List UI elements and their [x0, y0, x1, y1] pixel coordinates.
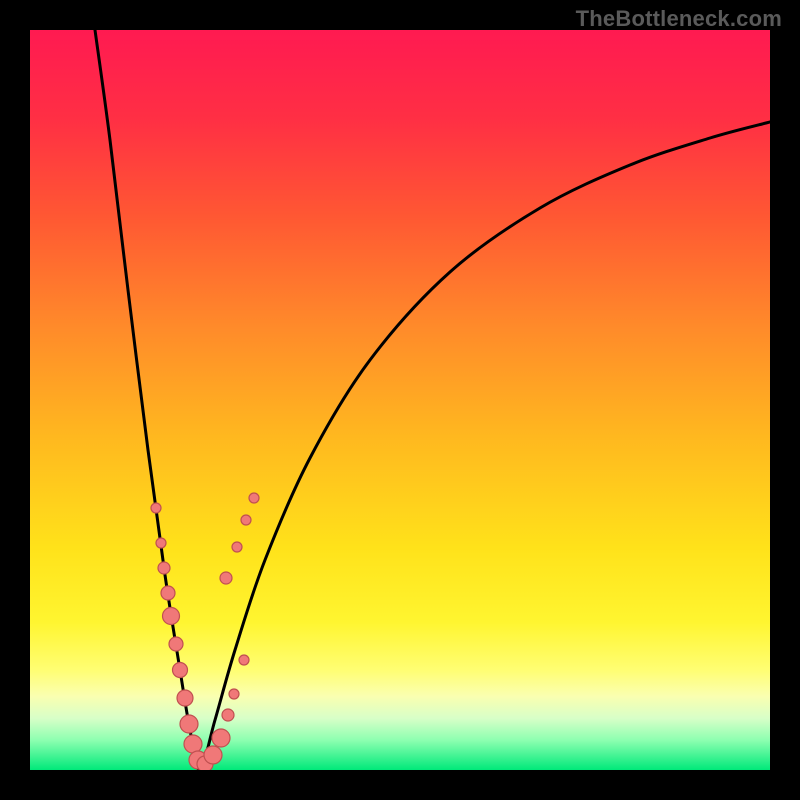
data-marker: [180, 715, 198, 733]
data-markers: [151, 493, 259, 770]
data-marker: [161, 586, 175, 600]
curve-layer: [30, 30, 770, 770]
data-marker: [229, 689, 239, 699]
data-marker: [184, 735, 202, 753]
data-marker: [220, 572, 232, 584]
data-marker: [212, 729, 230, 747]
plot-area: [30, 30, 770, 770]
data-marker: [249, 493, 259, 503]
watermark-text: TheBottleneck.com: [576, 6, 782, 32]
data-marker: [222, 709, 234, 721]
chart-frame: TheBottleneck.com: [0, 0, 800, 800]
data-marker: [204, 746, 222, 764]
data-marker: [163, 608, 180, 625]
data-marker: [156, 538, 166, 548]
data-marker: [241, 515, 251, 525]
data-marker: [232, 542, 242, 552]
data-marker: [158, 562, 170, 574]
data-marker: [169, 637, 183, 651]
data-marker: [151, 503, 161, 513]
data-marker: [177, 690, 193, 706]
bottleneck-curve: [95, 30, 770, 770]
data-marker: [239, 655, 249, 665]
data-marker: [173, 663, 188, 678]
